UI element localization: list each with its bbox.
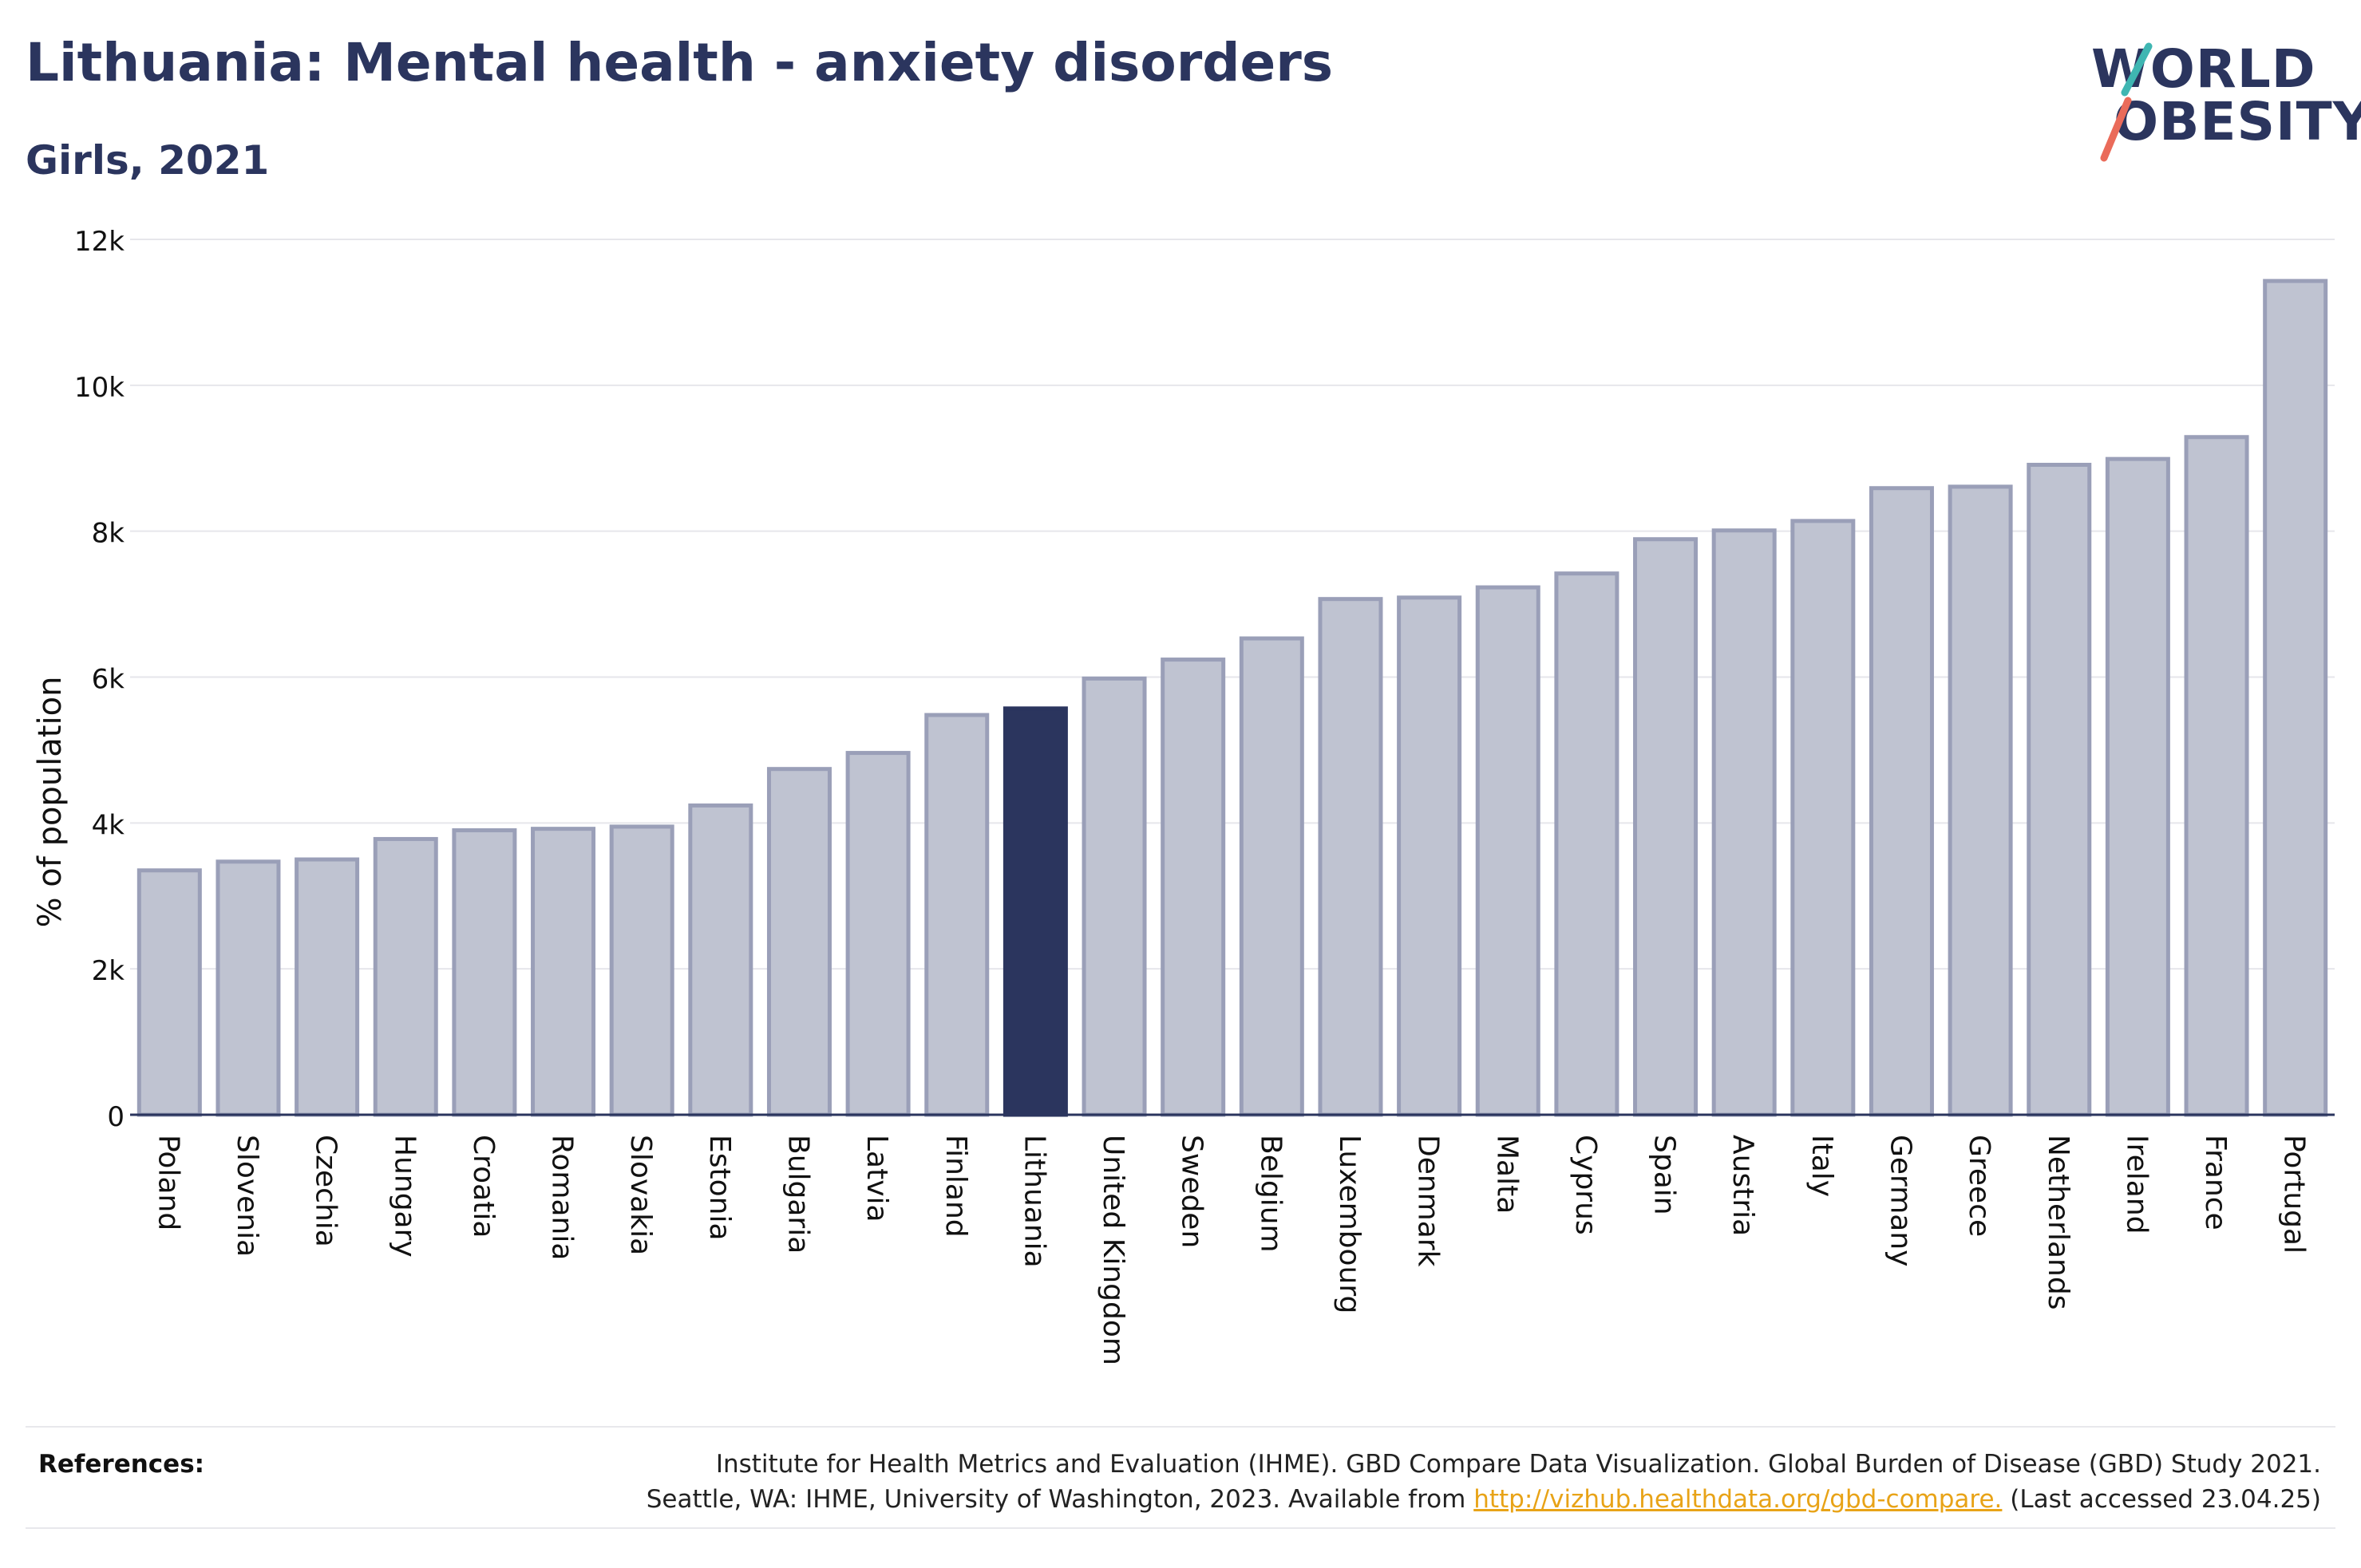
x-tick-label: Czechia: [310, 1135, 342, 1247]
bar-luxembourg[interactable]: [1318, 597, 1383, 1117]
y-tick-label: 2k: [92, 955, 125, 987]
x-tick-label: Netherlands: [2042, 1135, 2074, 1309]
references-link[interactable]: http://vizhub.healthdata.org/gbd-compare…: [1473, 1485, 2003, 1514]
world-obesity-logo: WORLD OBESITY: [2075, 29, 2361, 172]
x-tick-label: Denmark: [1412, 1135, 1445, 1267]
bar-spain[interactable]: [1633, 537, 1699, 1117]
bar-ireland[interactable]: [2105, 456, 2170, 1117]
bar-netherlands[interactable]: [2027, 462, 2092, 1117]
y-tick-labels: 0 2k 4k 6k 8k 10k 12k: [74, 226, 125, 1133]
references-line-2-suffix: (Last accessed 23.04.25): [2002, 1485, 2321, 1514]
bar-croatia[interactable]: [452, 827, 517, 1117]
bars: [136, 278, 2328, 1117]
y-tick-label: 10k: [74, 372, 125, 404]
x-tick-label: Portugal: [2278, 1135, 2311, 1254]
references-section: References: Institute for Health Metrics…: [26, 1426, 2335, 1529]
x-tick-label: Poland: [152, 1135, 184, 1230]
x-tick-label: Italy: [1805, 1135, 1838, 1197]
x-tick-label: France: [2199, 1135, 2232, 1230]
y-tick-label: 8k: [92, 518, 125, 550]
x-tick-label: Estonia: [703, 1135, 736, 1241]
bar-slovakia[interactable]: [609, 824, 674, 1117]
references-text: Institute for Health Metrics and Evaluat…: [647, 1447, 2321, 1517]
references-line-2-prefix: Seattle, WA: IHME, University of Washing…: [646, 1485, 1474, 1514]
x-tick-labels: Poland Slovenia Czechia Hungary Croatia Roman…: [152, 1135, 2310, 1365]
x-tick-label: Germany: [1884, 1135, 1916, 1266]
x-tick-label: Malta: [1490, 1135, 1523, 1214]
bar-romania[interactable]: [531, 827, 596, 1117]
x-tick-label: Belgium: [1254, 1135, 1287, 1253]
x-tick-label: Cyprus: [1569, 1135, 1602, 1235]
chart-title: Lithuania: Mental health - anxiety disor…: [26, 32, 1334, 93]
bar-hungary[interactable]: [373, 836, 438, 1117]
y-axis-label: % of population: [32, 677, 69, 928]
logo-slash-icon: [2100, 42, 2153, 162]
bar-germany[interactable]: [1869, 486, 1934, 1117]
bar-lithuania[interactable]: [1003, 706, 1068, 1117]
x-tick-label: Spain: [1648, 1135, 1681, 1215]
bar-france[interactable]: [2184, 435, 2249, 1117]
x-tick-label: Slovakia: [624, 1135, 657, 1255]
x-tick-label: Hungary: [388, 1135, 421, 1258]
bar-belgium[interactable]: [1239, 636, 1304, 1117]
bar-austria[interactable]: [1711, 528, 1777, 1117]
x-tick-label: Lithuania: [1018, 1135, 1050, 1268]
bar-cyprus[interactable]: [1554, 571, 1619, 1117]
bar-sweden[interactable]: [1161, 658, 1226, 1117]
x-tick-label: Bulgaria: [781, 1135, 814, 1254]
chart-subtitle: Girls, 2021: [26, 137, 270, 184]
x-tick-label: Latvia: [860, 1135, 893, 1222]
x-tick-label: United Kingdom: [1097, 1135, 1129, 1365]
y-tick-label: 4k: [92, 809, 125, 841]
bar-malta[interactable]: [1475, 585, 1540, 1117]
x-tick-label: Slovenia: [231, 1135, 263, 1257]
bar-italy[interactable]: [1790, 519, 1856, 1117]
references-line-1: Institute for Health Metrics and Evaluat…: [715, 1450, 2321, 1479]
bar-chart: 0 2k 4k 6k 8k 10k 12k Poland Slovenia Czechia Hun…: [32, 226, 2335, 1365]
bar-portugal[interactable]: [2263, 278, 2328, 1117]
bar-united-kingdom[interactable]: [1082, 676, 1147, 1117]
x-tick-label: Greece: [1963, 1135, 1995, 1237]
x-tick-label: Luxembourg: [1333, 1135, 1366, 1313]
bar-latvia[interactable]: [845, 751, 911, 1117]
bar-estonia[interactable]: [688, 803, 753, 1117]
x-tick-label: Sweden: [1176, 1135, 1208, 1248]
x-tick-label: Austria: [1726, 1135, 1759, 1236]
logo-line-2: OBESITY: [2114, 91, 2361, 152]
x-tick-label: Ireland: [2120, 1135, 2153, 1234]
bar-czechia[interactable]: [295, 857, 360, 1117]
bar-slovenia[interactable]: [216, 859, 281, 1117]
x-tick-label: Romania: [546, 1135, 579, 1260]
x-tick-label: Finland: [939, 1135, 972, 1238]
bar-denmark[interactable]: [1397, 595, 1462, 1117]
bar-greece[interactable]: [1948, 484, 2013, 1117]
bar-finland[interactable]: [924, 713, 990, 1117]
y-tick-label: 12k: [74, 226, 125, 258]
bar-bulgaria[interactable]: [766, 767, 832, 1117]
x-tick-label: Croatia: [467, 1135, 500, 1238]
bar-poland[interactable]: [136, 868, 202, 1117]
y-tick-label: 0: [107, 1101, 125, 1133]
references-line-2: Seattle, WA: IHME, University of Washing…: [647, 1482, 2321, 1517]
references-label: References:: [38, 1450, 205, 1479]
y-tick-label: 6k: [92, 664, 125, 696]
